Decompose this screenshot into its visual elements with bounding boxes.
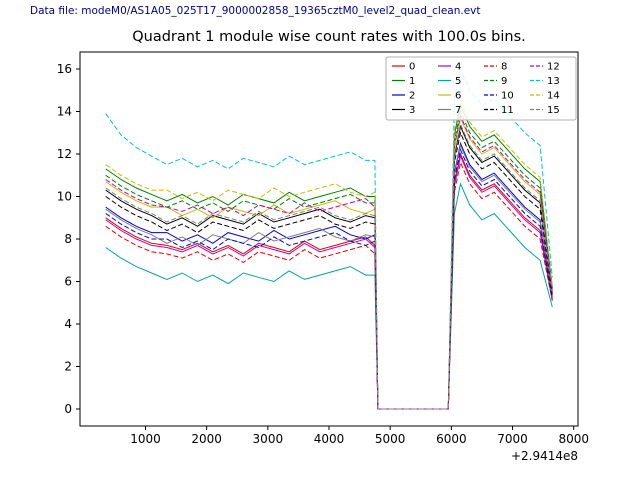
series-line-2 (105, 141, 553, 410)
legend-label-3: 3 (409, 105, 415, 116)
x-tick-label: 3000 (253, 432, 284, 446)
legend-label-12: 12 (547, 62, 560, 73)
y-tick-label: 12 (57, 147, 72, 161)
y-tick-label: 4 (64, 317, 72, 331)
y-tick-label: 8 (64, 232, 72, 246)
x-tick-label: 6000 (436, 432, 467, 446)
y-tick-label: 0 (64, 402, 72, 416)
y-tick-label: 14 (57, 105, 72, 119)
x-tick-label: 4000 (314, 432, 345, 446)
x-tick-label: 1000 (130, 432, 161, 446)
series-line-9 (105, 109, 553, 410)
legend-label-7: 7 (455, 105, 461, 116)
x-tick-label: 7000 (497, 432, 528, 446)
legend-label-5: 5 (455, 76, 461, 87)
legend-label-11: 11 (501, 105, 514, 116)
legend-label-8: 8 (501, 62, 507, 73)
legend-label-14: 14 (547, 91, 560, 102)
series-line-14 (105, 99, 553, 410)
legend-label-0: 0 (409, 62, 415, 73)
series-line-0 (105, 152, 553, 410)
data-file-label: Data file: modeM0/AS1A05_025T17_90000028… (30, 5, 481, 17)
y-tick-label: 16 (57, 62, 72, 76)
legend-label-10: 10 (501, 91, 514, 102)
legend-box (385, 56, 577, 121)
legend-label-9: 9 (501, 76, 507, 87)
series-line-6 (105, 116, 553, 410)
series-line-5 (105, 182, 553, 410)
legend-label-6: 6 (455, 91, 461, 102)
legend-label-15: 15 (547, 105, 560, 116)
series-line-11 (105, 131, 553, 410)
series-line-8 (105, 160, 553, 410)
legend-label-4: 4 (455, 62, 461, 73)
y-tick-label: 2 (64, 360, 72, 374)
x-tick-label: 5000 (375, 432, 406, 446)
series-line-4 (105, 154, 553, 410)
y-tick-label: 6 (64, 275, 72, 289)
x-axis-offset-label: +2.9414e8 (511, 449, 578, 463)
series-line-1 (105, 103, 553, 410)
series-line-10 (105, 148, 553, 410)
series-line-15 (105, 122, 553, 410)
x-tick-label: 2000 (191, 432, 222, 446)
y-tick-label: 10 (57, 190, 72, 204)
legend-label-1: 1 (409, 76, 415, 87)
legend-label-13: 13 (547, 76, 560, 87)
x-tick-label: 8000 (558, 432, 589, 446)
legend-label-2: 2 (409, 91, 415, 102)
series-line-7 (105, 143, 553, 410)
series-line-3 (105, 124, 553, 410)
plot-title: Quadrant 1 module wise count rates with … (132, 29, 526, 45)
series-line-12 (105, 114, 553, 410)
